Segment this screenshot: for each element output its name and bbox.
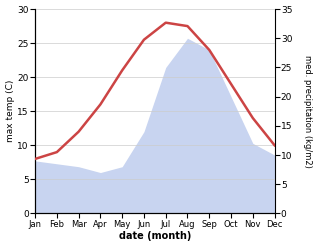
X-axis label: date (month): date (month): [119, 231, 191, 242]
Y-axis label: max temp (C): max temp (C): [5, 80, 15, 143]
Y-axis label: med. precipitation (kg/m2): med. precipitation (kg/m2): [303, 55, 313, 168]
